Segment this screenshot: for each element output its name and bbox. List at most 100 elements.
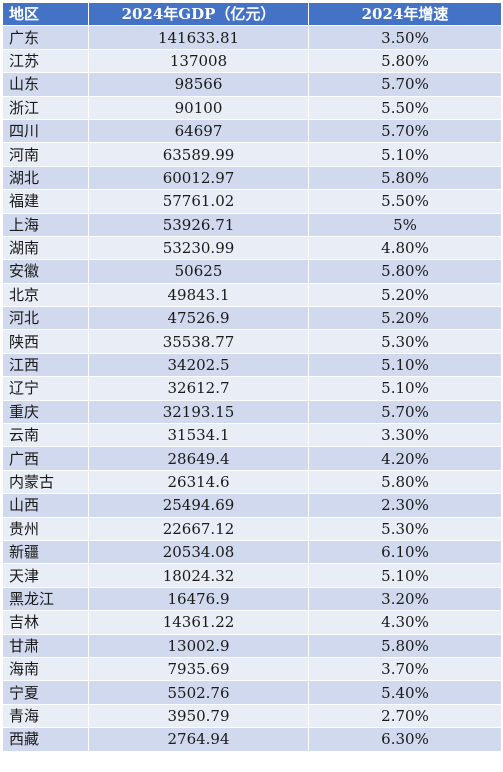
region-cell: 辽宁 <box>2 376 89 401</box>
table-row: 吉林 14361.22 4.30% <box>2 610 502 635</box>
growth-cell: 3.50% <box>308 25 502 50</box>
region-cell: 甘肃 <box>2 633 89 658</box>
gdp-cell: 60012.97 <box>88 165 309 191</box>
gdp-cell: 35538.77 <box>88 329 309 354</box>
growth-cell: 5.80% <box>308 633 502 658</box>
growth-cell: 4.80% <box>308 235 502 261</box>
column-header-region[interactable]: 地区 <box>2 1 89 27</box>
region-cell: 湖北 <box>2 165 89 191</box>
growth-cell: 5.10% <box>308 376 502 401</box>
gdp-cell: 34202.5 <box>88 352 309 378</box>
region-cell: 上海 <box>2 212 89 237</box>
growth-cell: 5.80% <box>308 165 502 191</box>
gdp-cell: 26314.6 <box>88 469 309 495</box>
growth-cell: 5.30% <box>308 329 502 354</box>
table-row: 山西 25494.69 2.30% <box>2 493 502 518</box>
gdp-cell: 5502.76 <box>88 680 309 705</box>
growth-cell: 5.10% <box>308 352 502 378</box>
growth-cell: 5.50% <box>308 95 502 120</box>
growth-cell: 2.70% <box>308 703 502 729</box>
table-row: 甘肃 13002.9 5.80% <box>2 633 502 658</box>
region-cell: 宁夏 <box>2 680 89 705</box>
region-cell: 安徽 <box>2 259 89 284</box>
table-row: 湖北 60012.97 5.80% <box>2 165 502 191</box>
gdp-cell: 22667.12 <box>88 516 309 541</box>
table-row: 北京 49843.1 5.20% <box>2 282 502 308</box>
gdp-cell: 57761.02 <box>88 189 309 214</box>
growth-cell: 5.20% <box>308 306 502 331</box>
region-cell: 天津 <box>2 563 89 588</box>
growth-cell: 5.70% <box>308 118 502 144</box>
table-row: 浙江 90100 5.50% <box>2 95 502 120</box>
table-row: 海南 7935.69 3.70% <box>2 656 502 682</box>
growth-cell: 3.20% <box>308 586 502 612</box>
gdp-cell: 50625 <box>88 259 309 284</box>
region-cell: 江西 <box>2 352 89 378</box>
table-row: 重庆 32193.15 5.70% <box>2 399 502 425</box>
gdp-cell: 25494.69 <box>88 493 309 518</box>
gdp-cell: 53230.99 <box>88 235 309 261</box>
gdp-table-container: 地区 2024年GDP（亿元） 2024年增速 广东 141633.81 3.50%… <box>2 1 502 752</box>
growth-cell: 2.30% <box>308 493 502 518</box>
growth-cell: 5.10% <box>308 563 502 588</box>
region-cell: 山西 <box>2 493 89 518</box>
table-row: 安徽 50625 5.80% <box>2 259 502 284</box>
region-cell: 重庆 <box>2 399 89 425</box>
gdp-cell: 137008 <box>88 48 309 74</box>
table-body: 广东 141633.81 3.50% 江苏 137008 5.80% 山东 98566 5.70… <box>2 25 502 752</box>
region-cell: 吉林 <box>2 610 89 635</box>
table-row: 内蒙古 26314.6 5.80% <box>2 469 502 495</box>
table-row: 黑龙江 16476.9 3.20% <box>2 586 502 612</box>
table-row: 青海 3950.79 2.70% <box>2 703 502 729</box>
table-row: 山东 98566 5.70% <box>2 72 502 97</box>
gdp-cell: 47526.9 <box>88 306 309 331</box>
table-row: 福建 57761.02 5.50% <box>2 189 502 214</box>
header-row: 地区 2024年GDP（亿元） 2024年增速 <box>2 1 502 27</box>
table-row: 新疆 20534.08 6.10% <box>2 539 502 565</box>
growth-cell: 4.20% <box>308 446 502 471</box>
region-cell: 浙江 <box>2 95 89 120</box>
growth-cell: 5.70% <box>308 72 502 97</box>
gdp-cell: 28649.4 <box>88 446 309 471</box>
table-row: 陕西 35538.77 5.30% <box>2 329 502 354</box>
gdp-cell: 31534.1 <box>88 423 309 448</box>
growth-cell: 5% <box>308 212 502 237</box>
region-cell: 河南 <box>2 142 89 167</box>
gdp-cell: 13002.9 <box>88 633 309 658</box>
gdp-cell: 14361.22 <box>88 610 309 635</box>
region-cell: 广西 <box>2 446 89 471</box>
table-row: 广西 28649.4 4.20% <box>2 446 502 471</box>
region-cell: 广东 <box>2 25 89 50</box>
growth-cell: 5.50% <box>308 189 502 214</box>
gdp-cell: 32612.7 <box>88 376 309 401</box>
region-cell: 青海 <box>2 703 89 729</box>
gdp-cell: 32193.15 <box>88 399 309 425</box>
growth-cell: 5.80% <box>308 48 502 74</box>
table-row: 广东 141633.81 3.50% <box>2 25 502 50</box>
gdp-cell: 7935.69 <box>88 656 309 682</box>
growth-cell: 4.30% <box>308 610 502 635</box>
growth-cell: 5.80% <box>308 469 502 495</box>
gdp-cell: 63589.99 <box>88 142 309 167</box>
table-row: 云南 31534.1 3.30% <box>2 423 502 448</box>
region-cell: 黑龙江 <box>2 586 89 612</box>
growth-cell: 5.80% <box>308 259 502 284</box>
region-cell: 陕西 <box>2 329 89 354</box>
growth-cell: 5.10% <box>308 142 502 167</box>
region-cell: 西藏 <box>2 727 89 752</box>
growth-cell: 3.70% <box>308 656 502 682</box>
gdp-cell: 3950.79 <box>88 703 309 729</box>
region-cell: 江苏 <box>2 48 89 74</box>
region-cell: 北京 <box>2 282 89 308</box>
table-row: 贵州 22667.12 5.30% <box>2 516 502 541</box>
region-cell: 海南 <box>2 656 89 682</box>
gdp-cell: 16476.9 <box>88 586 309 612</box>
column-header-gdp[interactable]: 2024年GDP（亿元） <box>88 1 309 27</box>
gdp-cell: 90100 <box>88 95 309 120</box>
table-row: 江西 34202.5 5.10% <box>2 352 502 378</box>
gdp-cell: 20534.08 <box>88 539 309 565</box>
column-header-growth[interactable]: 2024年增速 <box>308 1 502 27</box>
region-cell: 福建 <box>2 189 89 214</box>
region-cell: 山东 <box>2 72 89 97</box>
region-cell: 贵州 <box>2 516 89 541</box>
